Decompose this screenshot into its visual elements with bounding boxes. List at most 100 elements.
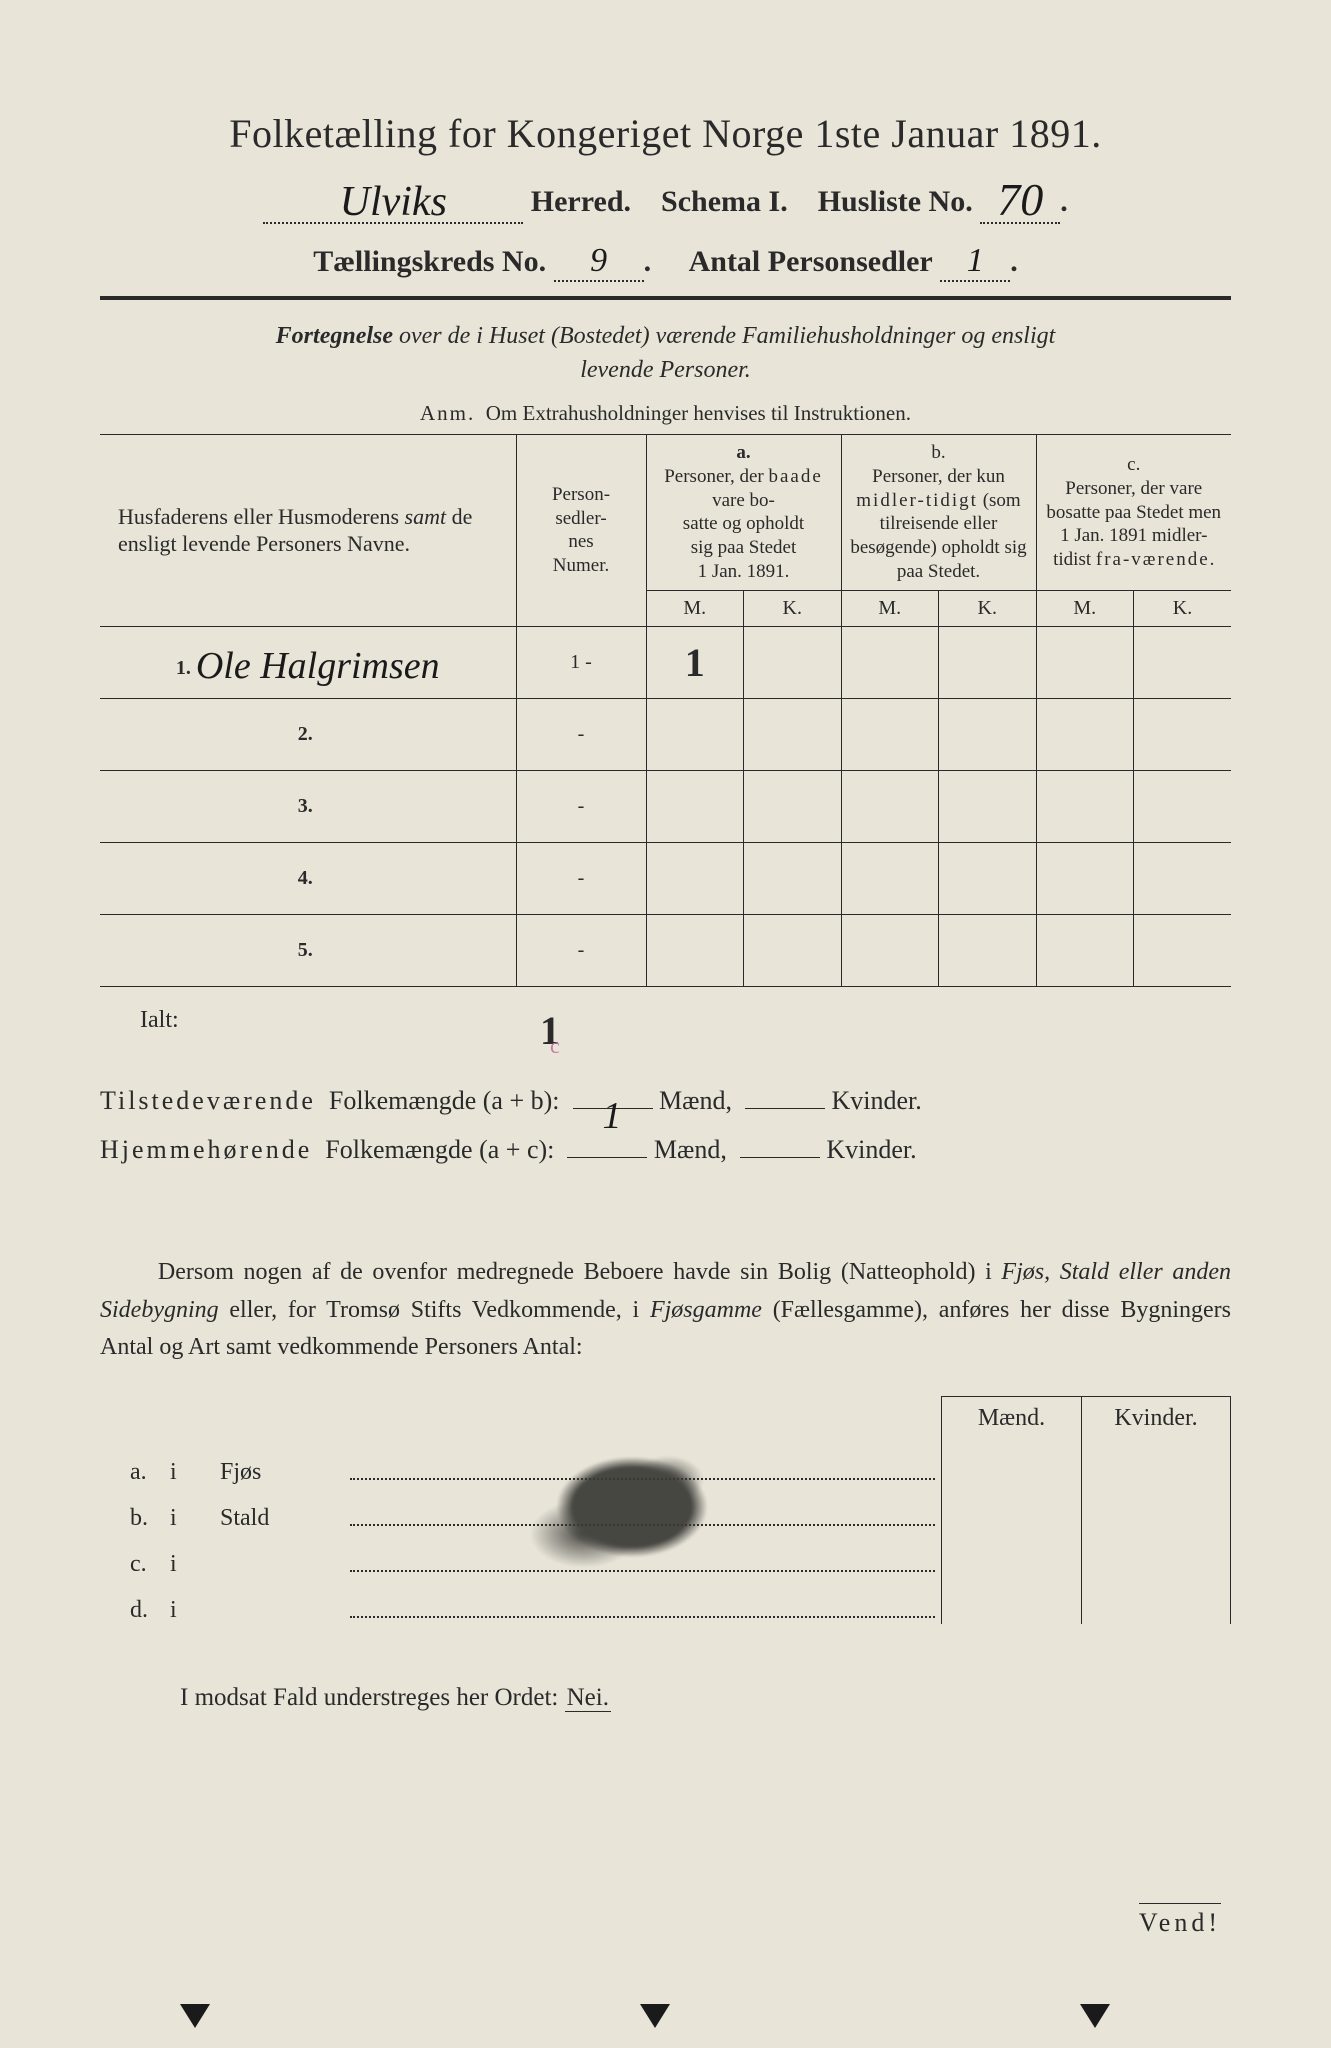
row-b-k [939, 770, 1037, 842]
row-c-k [1134, 626, 1232, 698]
th-numer: Person-sedler-nesNumer. [516, 435, 646, 627]
building-m-cell [941, 1486, 1081, 1532]
footer-line: I modsat Fald understreges her Ordet: Ne… [100, 1684, 1231, 1712]
building-i: i [170, 1459, 220, 1486]
vend-label: Vend! [1139, 1903, 1221, 1938]
row-a-k [744, 770, 842, 842]
maend-label-2: Mænd, [654, 1135, 727, 1164]
col-b-tag: b. [931, 442, 945, 463]
nei-word: Nei. [565, 1684, 611, 1712]
divider [100, 296, 1231, 300]
th-names: Husfaderens eller Husmoderens samt de en… [100, 435, 516, 627]
body-paragraph: Dersom nogen af de ovenfor medregnede Be… [100, 1254, 1231, 1366]
kreds-label: Tællingskreds No. [313, 245, 546, 278]
building-i: i [170, 1597, 220, 1624]
row-name-cell: 2. [100, 698, 516, 770]
row-numer: - [516, 914, 646, 986]
row-c-m [1036, 914, 1134, 986]
table-row: 5. - [100, 914, 1231, 986]
row-numer: - [516, 842, 646, 914]
row-name-cell: 5. [100, 914, 516, 986]
table-row: 4. - [100, 842, 1231, 914]
row-name-cell: 3. [100, 770, 516, 842]
row-c-k [1134, 842, 1232, 914]
building-i: i [170, 1505, 220, 1532]
th-b-k: K. [939, 590, 1037, 626]
building-i: i [170, 1551, 220, 1578]
kvinder-label: Kvinder. [831, 1086, 921, 1115]
building-type: Stald [220, 1505, 350, 1532]
antal-label: Antal Personsedler [689, 245, 933, 278]
th-a-k: K. [744, 590, 842, 626]
building-m-cell [941, 1440, 1081, 1486]
row-a-k [744, 698, 842, 770]
husliste-label: Husliste No. [818, 185, 973, 218]
kreds-field: 9 [554, 242, 644, 282]
th-col-a: a.Personer, der baade vare bo-satte og o… [646, 435, 841, 591]
kvinder-ac-field [740, 1157, 820, 1158]
footer-text: I modsat Fald understreges her Ordet: [180, 1684, 558, 1711]
col-a-tag: a. [736, 442, 750, 463]
row-c-k [1134, 914, 1232, 986]
row-c-m [1036, 626, 1134, 698]
row-name-cell: 1. Ole Halgrimsen [100, 626, 516, 698]
header-line-2: Ulviks Herred. Schema I. Husliste No. 70… [100, 169, 1231, 224]
building-head-kvinder: Kvinder. [1081, 1396, 1231, 1440]
row-b-k [939, 626, 1037, 698]
row-a-k [744, 914, 842, 986]
building-m-cell [941, 1532, 1081, 1578]
building-m-cell [941, 1578, 1081, 1624]
row-b-m [841, 770, 939, 842]
ialt-mark: 1 c [540, 1007, 560, 1054]
summary-line-1: Tilstedeværende Folkemængde (a + b): 1 M… [100, 1076, 1231, 1125]
summary-line-2: Hjemmehørende Folkemængde (a + c): Mænd,… [100, 1125, 1231, 1174]
row-a-m: 1 [646, 626, 744, 698]
row-c-m [1036, 842, 1134, 914]
building-lbl: b. [100, 1505, 170, 1532]
col-c-tag: c. [1127, 454, 1140, 475]
row-b-m [841, 842, 939, 914]
herred-label: Herred. [531, 185, 631, 218]
herred-field: Ulviks [263, 174, 523, 224]
summary-block: Tilstedeværende Folkemængde (a + b): 1 M… [100, 1076, 1231, 1175]
th-col-b: b.Personer, der kun midler-tidigt (som t… [841, 435, 1036, 591]
row-c-k [1134, 770, 1232, 842]
schema-label: Schema I. [661, 185, 788, 218]
building-k-cell [1081, 1578, 1231, 1624]
main-table: Husfaderens eller Husmoderens samt de en… [100, 434, 1231, 987]
row-b-m [841, 626, 939, 698]
building-type: Fjøs [220, 1459, 350, 1486]
subtitle: Fortegnelse over de i Huset (Bostedet) v… [100, 320, 1231, 387]
maend-ab-field: 1 [573, 1108, 653, 1109]
edge-mark-3 [1080, 2004, 1110, 2028]
th-b-m: M. [841, 590, 939, 626]
hjemmehoerende: Hjemmehørende [100, 1135, 312, 1164]
maend-label: Mænd, [659, 1086, 732, 1115]
building-lbl: d. [100, 1597, 170, 1624]
row-b-k [939, 698, 1037, 770]
building-dots [350, 1616, 935, 1618]
row-numer: 1 - [516, 626, 646, 698]
building-k-cell [1081, 1486, 1231, 1532]
anm-text: Om Extrahusholdninger henvises til Instr… [486, 401, 911, 425]
building-lbl: a. [100, 1459, 170, 1486]
husliste-value: 70 [997, 173, 1043, 226]
row-name-cell: 4. [100, 842, 516, 914]
kvinder-label-2: Kvinder. [826, 1135, 916, 1164]
tilstedevaerende: Tilstedeværende [100, 1086, 316, 1115]
ialt-pink-mark: c [550, 1033, 560, 1059]
herred-value: Ulviks [340, 178, 447, 226]
building-k-cell [1081, 1532, 1231, 1578]
edge-mark-2 [640, 2004, 670, 2028]
ink-stain [500, 1426, 740, 1606]
row-b-k [939, 914, 1037, 986]
row-c-k [1134, 698, 1232, 770]
edge-mark-1 [180, 2004, 210, 2028]
folkemaengde-ac: Folkemængde (a + c): [325, 1135, 554, 1164]
row-a-k [744, 842, 842, 914]
table-row: 3. - [100, 770, 1231, 842]
row-a-m [646, 842, 744, 914]
ialt-row: Ialt: 1 c [100, 1007, 1231, 1054]
th-col-c: c.Personer, der vare bosatte paa Stedet … [1036, 435, 1231, 591]
th-c-k: K. [1134, 590, 1232, 626]
